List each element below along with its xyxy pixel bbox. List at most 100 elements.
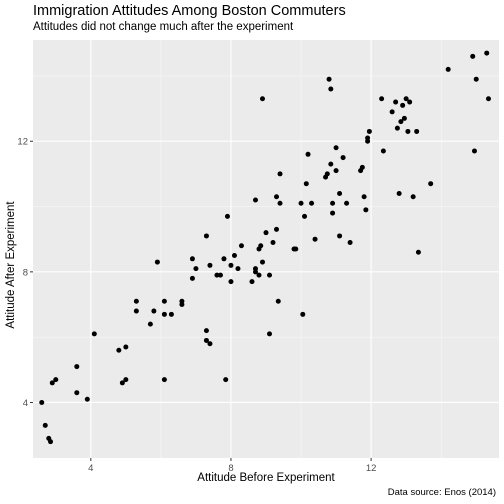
- data-point: [407, 99, 413, 105]
- data-point: [405, 128, 411, 134]
- data-point: [428, 181, 434, 187]
- data-point: [445, 66, 451, 72]
- data-point: [302, 213, 308, 219]
- data-point: [333, 145, 339, 151]
- data-point: [207, 341, 213, 347]
- data-point: [91, 331, 97, 337]
- data-point: [366, 128, 372, 134]
- data-point: [161, 298, 167, 304]
- data-point: [328, 161, 334, 167]
- data-point: [393, 99, 399, 105]
- data-point: [379, 96, 385, 102]
- chart-title: Immigration Attitudes Among Boston Commu…: [33, 3, 346, 19]
- y-tick-label: 4: [23, 398, 28, 409]
- data-point: [168, 311, 174, 317]
- data-point: [231, 253, 237, 259]
- data-point: [119, 380, 125, 386]
- data-point: [203, 233, 209, 239]
- data-point: [203, 337, 209, 343]
- axis-tick-labels: 4812164812: [17, 137, 377, 474]
- data-point: [363, 207, 369, 213]
- data-point: [389, 109, 395, 115]
- data-point: [328, 86, 334, 92]
- data-point: [53, 377, 59, 383]
- data-point: [221, 256, 227, 262]
- data-point: [263, 230, 269, 236]
- data-point: [49, 380, 55, 386]
- data-point: [252, 197, 258, 203]
- data-point: [249, 279, 255, 285]
- data-point: [116, 347, 122, 353]
- data-point: [324, 171, 330, 177]
- data-point: [123, 377, 129, 383]
- data-point: [259, 96, 265, 102]
- data-point: [223, 377, 229, 383]
- data-point: [252, 266, 258, 272]
- data-point: [207, 262, 213, 268]
- x-tick-label: 4: [88, 463, 93, 474]
- data-point: [224, 213, 230, 219]
- data-point: [344, 200, 350, 206]
- data-point: [361, 194, 367, 200]
- data-point: [74, 390, 80, 396]
- axis-ticks: [30, 140, 372, 461]
- data-point: [133, 308, 139, 314]
- data-point: [394, 125, 400, 131]
- data-point: [380, 148, 386, 154]
- data-point: [217, 272, 223, 278]
- data-point: [400, 102, 406, 108]
- data-point: [303, 181, 309, 187]
- data-point: [48, 439, 54, 445]
- x-axis-label: Attitude Before Experiment: [197, 472, 335, 484]
- data-point: [484, 50, 490, 56]
- data-point: [414, 128, 420, 134]
- data-point: [337, 233, 343, 239]
- data-point: [365, 135, 371, 141]
- data-point: [305, 151, 311, 157]
- data-point: [347, 239, 353, 245]
- data-point: [161, 311, 167, 317]
- data-point: [203, 328, 209, 334]
- data-point: [193, 266, 199, 272]
- data-point: [147, 321, 153, 327]
- data-point: [471, 148, 477, 154]
- data-point: [179, 302, 185, 308]
- data-point: [401, 115, 407, 121]
- data-point: [396, 190, 402, 196]
- data-point: [359, 164, 365, 170]
- minor-gridlines: [33, 40, 499, 458]
- data-point: [270, 239, 276, 245]
- data-point: [330, 200, 336, 206]
- data-point: [123, 344, 129, 350]
- data-point: [403, 96, 409, 102]
- data-point: [473, 76, 479, 82]
- data-point: [214, 272, 220, 278]
- data-point: [470, 53, 476, 59]
- data-point: [189, 256, 195, 262]
- data-point: [398, 119, 404, 125]
- data-point: [337, 190, 343, 196]
- data-point: [275, 298, 281, 304]
- data-point: [256, 272, 262, 278]
- major-gridlines: [33, 40, 499, 458]
- data-point: [277, 171, 283, 177]
- data-point: [259, 259, 265, 265]
- data-point: [133, 298, 139, 304]
- data-point: [340, 155, 346, 161]
- x-tick-label: 12: [366, 463, 377, 474]
- y-tick-label: 12: [17, 137, 28, 148]
- data-point: [84, 396, 90, 402]
- data-point: [267, 272, 273, 278]
- plot-panel: [33, 40, 499, 458]
- y-axis-label: Attitude After Experiment: [5, 201, 17, 329]
- data-point: [161, 377, 167, 383]
- data-point: [151, 308, 157, 314]
- data-point: [267, 331, 273, 337]
- data-points: [39, 50, 491, 445]
- data-point: [74, 364, 80, 370]
- data-point: [154, 259, 160, 265]
- data-point: [258, 243, 264, 249]
- data-point: [326, 76, 332, 82]
- data-point: [274, 226, 280, 232]
